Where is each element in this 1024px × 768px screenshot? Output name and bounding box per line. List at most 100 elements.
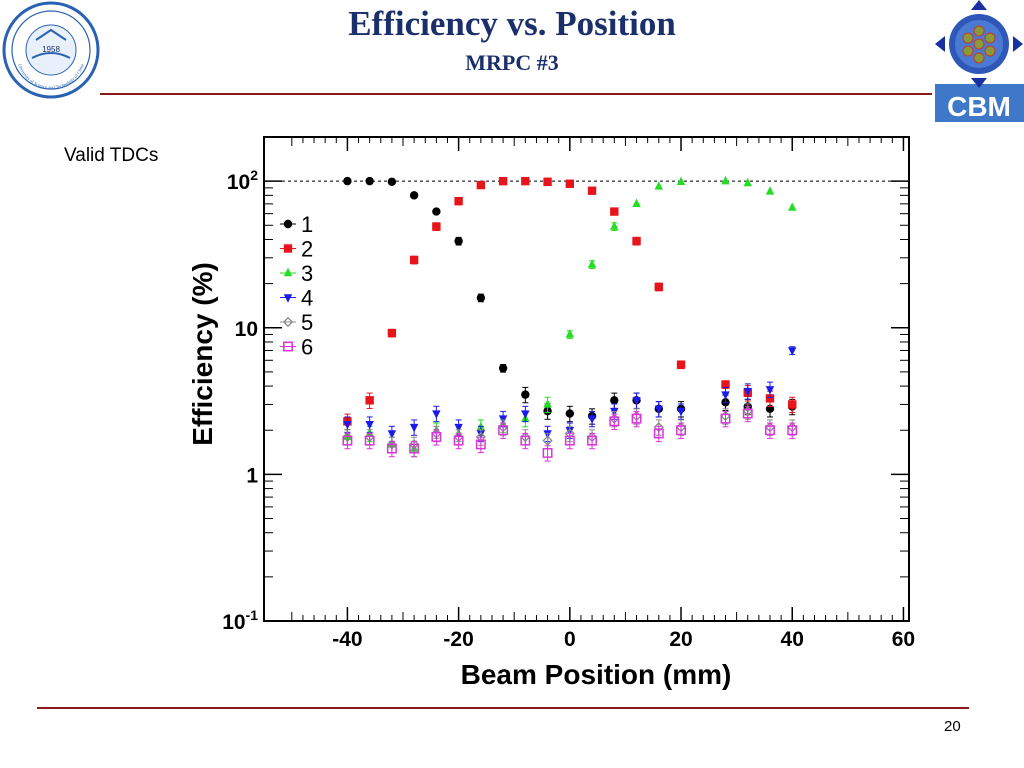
valid-tdcs-label: Valid TDCs: [64, 145, 159, 166]
legend-marker-5: [282, 316, 294, 328]
data-point: [743, 387, 752, 397]
data-point: [632, 198, 641, 208]
data-point: [365, 176, 374, 186]
data-point: [765, 186, 775, 195]
data-point: [432, 207, 441, 216]
data-point: [542, 435, 553, 446]
data-point: [387, 328, 397, 338]
x-tick-label: 0: [564, 628, 576, 651]
page-number: 20: [944, 718, 961, 735]
data-point: [765, 425, 775, 436]
x-tick-label: 20: [669, 628, 692, 651]
data-point: [742, 408, 753, 419]
data-point: [653, 428, 664, 439]
y-tick-label: 10: [235, 318, 258, 341]
data-point: [476, 293, 486, 303]
data-point: [743, 177, 752, 187]
data-point: [721, 380, 730, 389]
x-tick-label: 60: [892, 628, 915, 651]
x-tick-label: 40: [781, 628, 804, 651]
data-point: [654, 282, 663, 292]
series-6: [342, 405, 798, 462]
data-point: [720, 413, 731, 424]
data-point: [409, 443, 420, 454]
legend-marker-6: [283, 341, 293, 352]
data-point: [521, 390, 530, 399]
data-point: [432, 222, 441, 231]
data-point: [632, 236, 641, 246]
legend-label-3: 3: [301, 261, 313, 286]
data-point: [431, 432, 442, 442]
data-point: [654, 181, 663, 190]
efficiency-chart: -40 -20 0 20 40 60 10-1 1 10 102 Beam Position (mm…: [187, 136, 915, 690]
legend-label-2: 2: [301, 237, 313, 262]
data-point: [409, 423, 419, 433]
data-point: [587, 259, 597, 268]
data-point: [454, 423, 463, 433]
data-point: [787, 425, 798, 436]
data-point: [565, 179, 575, 188]
x-tick-label: -40: [332, 628, 362, 651]
data-point: [453, 435, 464, 446]
data-point: [587, 415, 597, 424]
data-point: [542, 448, 553, 458]
data-point: [587, 186, 597, 195]
data-point: [676, 407, 686, 417]
data-point: [521, 176, 530, 186]
data-point: [610, 221, 619, 230]
data-point: [610, 207, 619, 216]
data-point: [788, 202, 797, 211]
data-point: [676, 176, 686, 185]
data-point: [498, 176, 508, 186]
data-point: [676, 425, 686, 436]
slide-subtitle: MRPC #3: [465, 50, 559, 75]
ustc-logo-year: 1958: [42, 45, 60, 54]
data-point: [386, 443, 397, 454]
data-point: [765, 394, 775, 403]
data-point: [587, 435, 598, 446]
legend-label-5: 5: [301, 310, 313, 335]
legend-marker-3: [283, 267, 293, 277]
legend-marker-4: [283, 294, 293, 303]
y-axis-title: Efficiency (%): [187, 262, 218, 446]
data-point: [676, 360, 686, 369]
data-point: [565, 329, 575, 338]
data-point: [543, 399, 552, 408]
data-point: [409, 255, 419, 265]
data-point: [476, 180, 486, 190]
data-point: [498, 425, 509, 436]
data-point: [520, 435, 531, 446]
y-tick-label: 102: [227, 167, 258, 194]
header-divider: [100, 93, 932, 95]
footer-divider: [37, 707, 969, 709]
legend-marker-1: [283, 219, 293, 229]
x-axis-title: Beam Position (mm): [461, 659, 732, 690]
data-point: [343, 176, 352, 186]
data-point: [342, 435, 353, 446]
data-point: [788, 347, 797, 356]
data-point: [609, 416, 620, 427]
data-point: [721, 175, 730, 185]
data-point: [365, 420, 374, 430]
data-point: [409, 191, 419, 200]
data-point: [721, 391, 730, 400]
legend-label-4: 4: [301, 286, 313, 311]
y-tick-label: 1: [246, 464, 258, 487]
data-point: [543, 177, 552, 186]
data-point: [387, 177, 397, 186]
cbm-logo-text: CBM: [947, 91, 1011, 122]
legend-marker-2: [283, 244, 293, 253]
data-point: [610, 396, 619, 405]
data-point: [765, 386, 775, 395]
data-point: [564, 435, 575, 446]
data-point: [521, 410, 530, 419]
data-point: [454, 236, 463, 246]
data-point: [654, 405, 663, 415]
data-point: [343, 420, 352, 430]
data-point: [454, 196, 463, 206]
y-tick-label: 10-1: [222, 607, 258, 634]
plot-frame: [263, 136, 910, 622]
data-point: [565, 409, 575, 418]
data-point: [432, 410, 441, 419]
